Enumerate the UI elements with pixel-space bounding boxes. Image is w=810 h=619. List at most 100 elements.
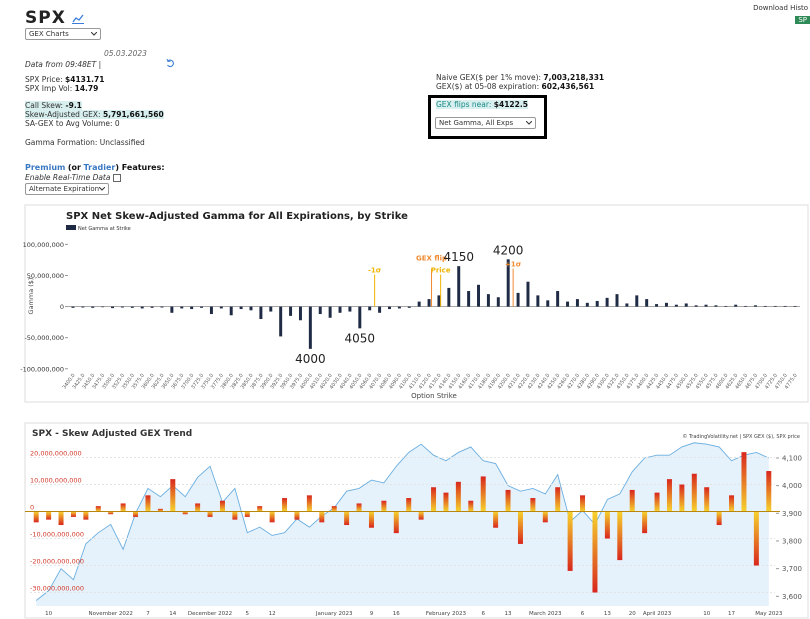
y2-tick-label: 4,100 bbox=[782, 454, 802, 462]
x-tick-label: 14 bbox=[169, 611, 176, 617]
gex-bar bbox=[306, 495, 312, 512]
sa-gex: SA-GEX to Avg Volume: 0 bbox=[25, 119, 120, 128]
bar bbox=[704, 304, 708, 307]
bar bbox=[447, 287, 451, 307]
bar bbox=[239, 306, 243, 310]
chart-title: SPX Net Skew-Adjusted Gamma for All Expi… bbox=[66, 211, 408, 222]
x-tick-label: May 2023 bbox=[755, 611, 783, 617]
gex-bar bbox=[207, 511, 213, 517]
bar bbox=[348, 306, 352, 312]
gex-bar bbox=[393, 511, 399, 534]
formation: Gamma Formation: Unclassified bbox=[25, 138, 145, 147]
value: $4122.5 bbox=[493, 100, 528, 109]
bar bbox=[496, 297, 500, 307]
bar bbox=[615, 294, 619, 307]
data-from: Data from 09:48ET | bbox=[25, 60, 102, 69]
tradier[interactable]: Tradier bbox=[83, 163, 116, 172]
label: SPX Imp Vol: bbox=[25, 84, 73, 93]
gex-bar bbox=[344, 511, 350, 526]
bar bbox=[229, 306, 233, 316]
marker-label: GEX flip bbox=[416, 255, 447, 263]
gex-bar bbox=[468, 500, 474, 512]
refresh-icon[interactable] bbox=[166, 59, 175, 68]
chart-select[interactable]: GEX Charts bbox=[25, 28, 101, 40]
gex-bar bbox=[580, 495, 586, 512]
bar bbox=[298, 306, 302, 321]
gex-bar bbox=[431, 487, 437, 512]
bar bbox=[130, 306, 134, 308]
value: 7,003,218,331 bbox=[543, 73, 605, 82]
strike-annotation: 4150 bbox=[443, 250, 474, 264]
bar bbox=[734, 304, 738, 307]
bar bbox=[724, 305, 728, 307]
gamma-select[interactable]: Net Gamma, All Exps bbox=[435, 117, 536, 129]
bar bbox=[289, 306, 293, 316]
premium[interactable]: Premium bbox=[25, 163, 66, 172]
bar bbox=[170, 306, 174, 313]
gex-bar bbox=[604, 511, 610, 539]
gex-bar bbox=[356, 503, 362, 512]
y-tick-label: -30,000,000,000 bbox=[30, 585, 84, 593]
sp-button[interactable]: SP bbox=[795, 16, 810, 24]
value: 602,436,561 bbox=[541, 82, 595, 91]
x-tick-label: 6 bbox=[581, 611, 585, 617]
label: Naive GEX($ per 1% move): bbox=[436, 73, 542, 82]
x-axis-title: Option Strike bbox=[411, 392, 457, 400]
label: GEX($) at 05-08 expiration: bbox=[436, 82, 540, 91]
bar bbox=[546, 300, 550, 307]
bar bbox=[219, 306, 223, 309]
bar bbox=[209, 306, 213, 315]
gex-bar bbox=[182, 511, 188, 515]
strike-annotation: 4200 bbox=[493, 243, 524, 257]
chart1-frame bbox=[24, 204, 809, 403]
bar bbox=[575, 299, 579, 307]
bar bbox=[111, 306, 114, 309]
gex-bar bbox=[46, 511, 52, 520]
bar bbox=[635, 295, 639, 307]
x-tick-label: 13 bbox=[604, 611, 611, 617]
bar bbox=[318, 306, 322, 315]
legend-label: Net Gamma at Strike bbox=[78, 226, 131, 232]
gex-bar bbox=[567, 511, 573, 571]
checkbox[interactable] bbox=[112, 174, 121, 182]
bar bbox=[526, 281, 530, 307]
gex-bar bbox=[741, 452, 747, 512]
bar bbox=[437, 295, 441, 307]
realtime: Enable Real-Time Data bbox=[25, 173, 121, 182]
strike-annotation: 4000 bbox=[295, 352, 326, 366]
naive-gex: Naive GEX($ per 1% move): 7,003,218,331 bbox=[436, 73, 604, 82]
x-tick-label: 5 bbox=[246, 611, 250, 617]
bar bbox=[754, 305, 757, 307]
gex-bar bbox=[505, 489, 511, 512]
chart-title: SPX - Skew Adjusted GEX Trend bbox=[32, 429, 192, 439]
bar bbox=[249, 306, 253, 311]
x-tick-label: December 2022 bbox=[188, 611, 232, 617]
x-tick-label: 16 bbox=[393, 611, 400, 617]
bar bbox=[308, 306, 312, 349]
marker-label: -1σ bbox=[368, 267, 382, 275]
bar bbox=[556, 291, 560, 307]
bar bbox=[338, 306, 342, 313]
value: 5,791,661,560 bbox=[102, 110, 164, 119]
gex-bar bbox=[406, 498, 412, 512]
chart-icon[interactable] bbox=[72, 14, 84, 24]
x-tick-label: 10 bbox=[45, 611, 52, 617]
bar bbox=[190, 306, 194, 310]
gex-bar bbox=[133, 511, 139, 517]
x-tick-label: February 2023 bbox=[426, 611, 467, 617]
bar bbox=[585, 302, 589, 307]
y-tick-label: -50,000,000 bbox=[24, 334, 64, 342]
symbol: SPX bbox=[25, 8, 66, 28]
y2-tick-label: 3,900 bbox=[782, 510, 802, 518]
gex-bar bbox=[33, 511, 39, 523]
gex-bar bbox=[766, 471, 772, 512]
download-link[interactable]: Download Histo bbox=[753, 4, 808, 12]
gex-bar bbox=[195, 503, 201, 512]
x-tick-label: 13 bbox=[505, 611, 512, 617]
skew-gex: Skew-Adjusted GEX: 5,791,661,560 bbox=[25, 110, 164, 119]
alt-select[interactable]: Alternate Expiration bbox=[25, 183, 109, 195]
bar bbox=[793, 305, 797, 307]
gex-bar bbox=[368, 511, 374, 528]
gex-bar bbox=[232, 511, 238, 520]
